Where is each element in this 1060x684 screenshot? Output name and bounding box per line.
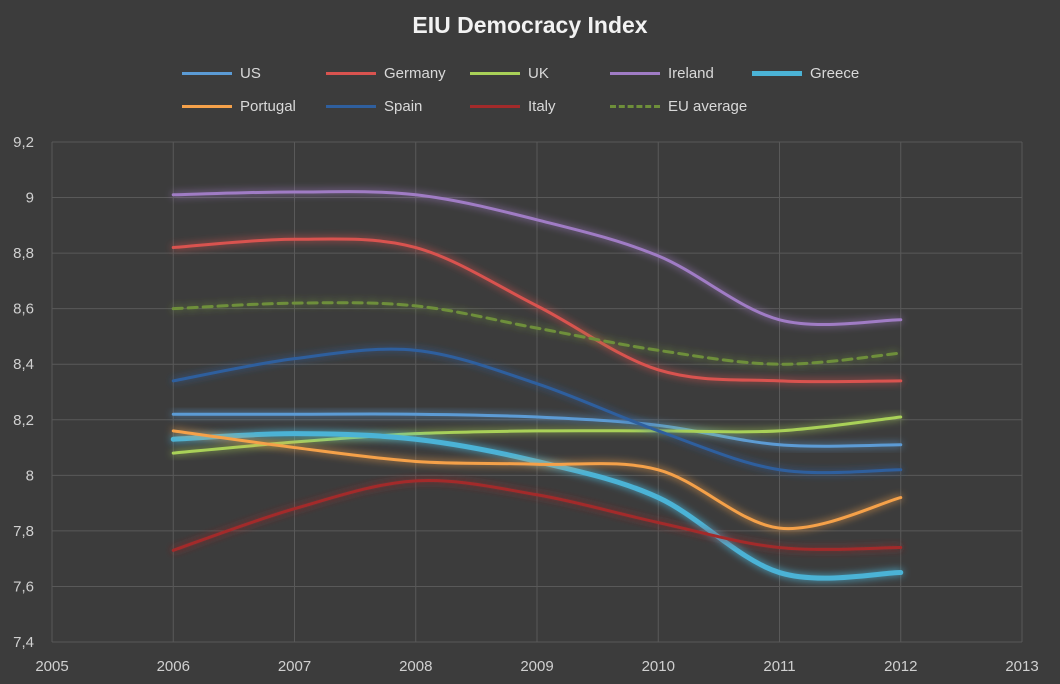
legend-label: UK: [528, 64, 549, 82]
legend: US Germany UK Ireland Greece Portugal Spain Ita…: [0, 0, 1060, 130]
legend-item-ireland: Ireland: [610, 63, 714, 83]
x-tick-label: 2011: [763, 658, 795, 675]
series-line-spain: [171, 347, 903, 475]
series-line-portugal: [171, 429, 903, 531]
legend-swatch: [326, 104, 376, 108]
legend-item-spain: Spain: [326, 96, 422, 116]
legend-swatch: [182, 71, 232, 75]
x-tick-label: 2008: [399, 658, 432, 675]
series-line-us: [171, 412, 903, 448]
legend-swatch: [752, 70, 802, 76]
y-tick-label: 9,2: [13, 134, 34, 151]
legend-label: US: [240, 64, 261, 82]
y-tick-label: 7,6: [13, 578, 34, 595]
series-line-germany: [171, 237, 903, 384]
chart-title: EIU Democracy Index: [412, 12, 648, 38]
series-line-ireland: [171, 190, 903, 327]
x-tick-label: 2007: [278, 658, 311, 675]
x-tick-label: 2009: [520, 658, 553, 675]
y-tick-label: 7,8: [13, 523, 34, 540]
y-tick-label: 8,2: [13, 412, 34, 429]
legend-label: Spain: [384, 97, 423, 115]
legend-label: Italy: [528, 97, 556, 115]
series-line-italy: [171, 479, 903, 552]
legend-swatch: [610, 104, 660, 108]
legend-label: Germany: [384, 64, 446, 82]
series-line-eu-average: [171, 301, 903, 366]
y-tick-label: 7,4: [13, 634, 34, 651]
x-tick-label: 2006: [157, 658, 190, 675]
legend-label: Greece: [810, 64, 860, 82]
x-tick-label: 2005: [35, 658, 68, 675]
legend-item-italy: Italy: [470, 96, 556, 116]
gridlines: [51, 141, 1023, 643]
x-tick-label: 2013: [1005, 658, 1038, 675]
y-tick-label: 9: [26, 190, 34, 207]
x-tick-label: 2012: [884, 658, 917, 675]
legend-label: Portugal: [240, 97, 296, 115]
legend-item-germany: Germany: [326, 63, 446, 83]
y-tick-label: 8,8: [13, 245, 34, 262]
legend-item-greece: Greece: [752, 63, 859, 83]
y-tick-label: 8: [26, 467, 34, 484]
legend-item-us: US: [182, 63, 261, 83]
legend-swatch: [470, 71, 520, 75]
legend-swatch: [326, 71, 376, 75]
x-tick-label: 2010: [642, 658, 675, 675]
legend-item-portugal: Portugal: [182, 96, 296, 116]
legend-label: Ireland: [668, 64, 714, 82]
legend-swatch: [610, 71, 660, 75]
legend-swatch: [182, 104, 232, 108]
y-tick-label: 8,6: [13, 301, 34, 318]
y-tick-label: 8,4: [13, 356, 34, 373]
legend-swatch: [470, 104, 520, 108]
series-lines: [170, 190, 904, 581]
legend-label: EU average: [668, 97, 748, 115]
series-line-greece: [170, 431, 904, 581]
legend-item-uk: UK: [470, 63, 549, 83]
axes: 7,4 7,6 7,8 8 8,2 8,4 8,6 8,8 9 9,2 2005 2006 2007 20…: [13, 134, 1039, 675]
series-line-uk: [171, 415, 903, 455]
legend-item-eu-average: EU average: [610, 96, 747, 116]
